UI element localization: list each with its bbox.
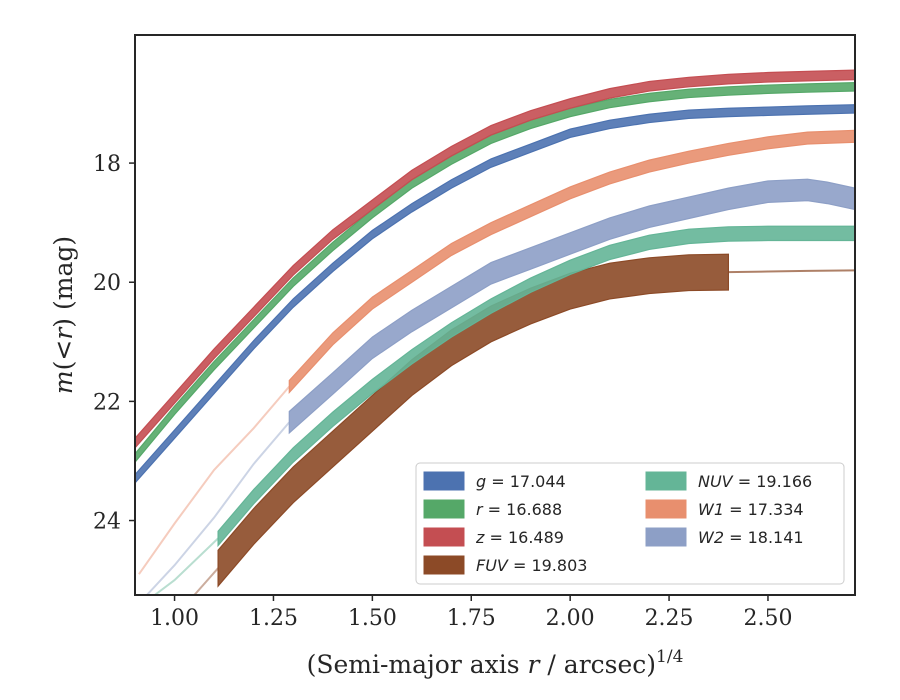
series-w2: [146, 178, 855, 595]
x-tick-label: 2.25: [645, 606, 694, 631]
series-band: [288, 129, 855, 394]
plot-frame: [134, 34, 856, 596]
legend-swatch: [645, 499, 687, 519]
series-tail-line: [728, 269, 855, 274]
x-tick-label: 2.00: [546, 606, 595, 631]
series-band: [288, 178, 855, 435]
x-tick-label: 1.25: [249, 606, 298, 631]
legend-swatch: [645, 527, 687, 547]
legend-label: W2 = 18.141: [698, 528, 804, 547]
legend-label: NUV = 19.166: [698, 472, 812, 491]
x-tick-label: 1.00: [150, 606, 199, 631]
series-band: [135, 104, 855, 484]
x-tick-label: 1.50: [348, 606, 397, 631]
legend-label: z = 16.489: [475, 528, 564, 547]
series-layer: [135, 69, 855, 595]
series-faint-line: [193, 567, 219, 595]
x-axis-label: (Semi-major axis r / arcsec)1/4: [307, 647, 684, 679]
y-axis: 18 20 22 24: [93, 152, 135, 535]
legend-label: g = 17.044: [476, 472, 566, 491]
x-axis: 1.00 1.25 1.50 1.75 2.00 2.25 2.50: [150, 595, 792, 631]
series-band: [135, 69, 855, 449]
series-w1: [138, 129, 855, 575]
y-tick-label: 24: [93, 510, 121, 535]
y-tick-label: 22: [93, 390, 121, 415]
series-faint-line: [138, 385, 291, 575]
series-nuv: [154, 225, 855, 595]
x-tick-label: 1.75: [447, 606, 496, 631]
series-g: [135, 104, 855, 484]
legend-swatch: [423, 499, 465, 519]
legend-label: W1 = 17.334: [698, 500, 804, 519]
legend-frame: [415, 462, 845, 585]
legend-label: r = 16.688: [476, 500, 562, 519]
legend-swatch: [423, 555, 465, 575]
series-faint-line: [146, 421, 291, 595]
series-band: [217, 225, 855, 548]
series-z: [135, 69, 855, 449]
y-tick-label: 18: [93, 152, 121, 177]
series-faint-line: [154, 537, 219, 595]
y-axis-label: m(<r) (mag): [49, 236, 78, 394]
legend-swatch: [423, 471, 465, 491]
y-tick-label: 20: [93, 271, 121, 296]
legend-label: FUV = 19.803: [476, 556, 587, 575]
legend-swatch: [423, 527, 465, 547]
x-tick-label: 2.50: [743, 606, 792, 631]
legend-swatch: [645, 471, 687, 491]
legend: g = 17.044 r = 16.688 z = 16.489 FUV = 19.8…: [415, 462, 845, 585]
